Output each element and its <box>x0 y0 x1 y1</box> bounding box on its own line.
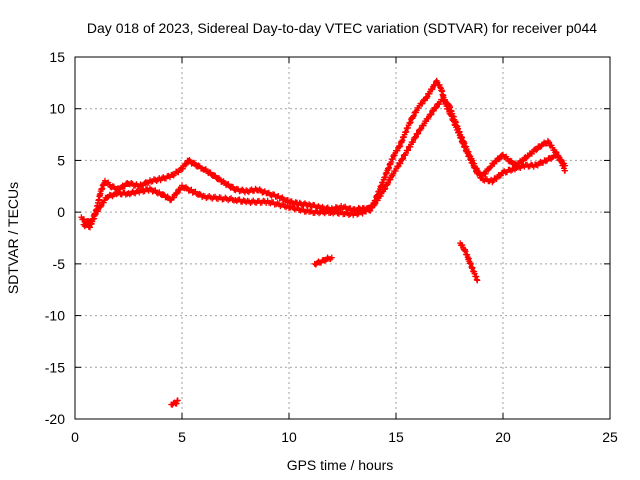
plot-frame <box>74 56 611 420</box>
x-tick-label: 10 <box>281 429 297 445</box>
data-series <box>457 240 481 284</box>
x-axis-label: GPS time / hours <box>287 457 394 473</box>
data-points <box>168 397 181 408</box>
data-layer <box>78 77 569 408</box>
x-tick-label: 5 <box>178 429 186 445</box>
y-tick-label: 10 <box>49 101 65 117</box>
y-tick-label: -5 <box>53 256 66 272</box>
data-series <box>80 96 569 231</box>
data-series <box>168 397 181 408</box>
x-tick-label: 0 <box>71 429 79 445</box>
y-axis-label: SDTVAR / TECUs <box>5 182 21 294</box>
y-tick-label: 0 <box>57 204 65 220</box>
x-tick-label: 25 <box>602 429 618 445</box>
y-tick-label: -15 <box>45 359 65 375</box>
y-tick-label: -20 <box>45 411 65 427</box>
data-points <box>311 254 335 268</box>
x-tick-label: 20 <box>495 429 511 445</box>
data-points <box>457 240 481 284</box>
y-tick-label: 15 <box>49 49 65 65</box>
data-points <box>80 96 569 231</box>
y-tick-label: 5 <box>57 152 65 168</box>
data-series <box>311 254 335 268</box>
x-tick-label: 15 <box>388 429 404 445</box>
y-tick-label: -10 <box>45 308 65 324</box>
chart-title: Day 018 of 2023, Sidereal Day-to-day VTE… <box>87 20 597 36</box>
